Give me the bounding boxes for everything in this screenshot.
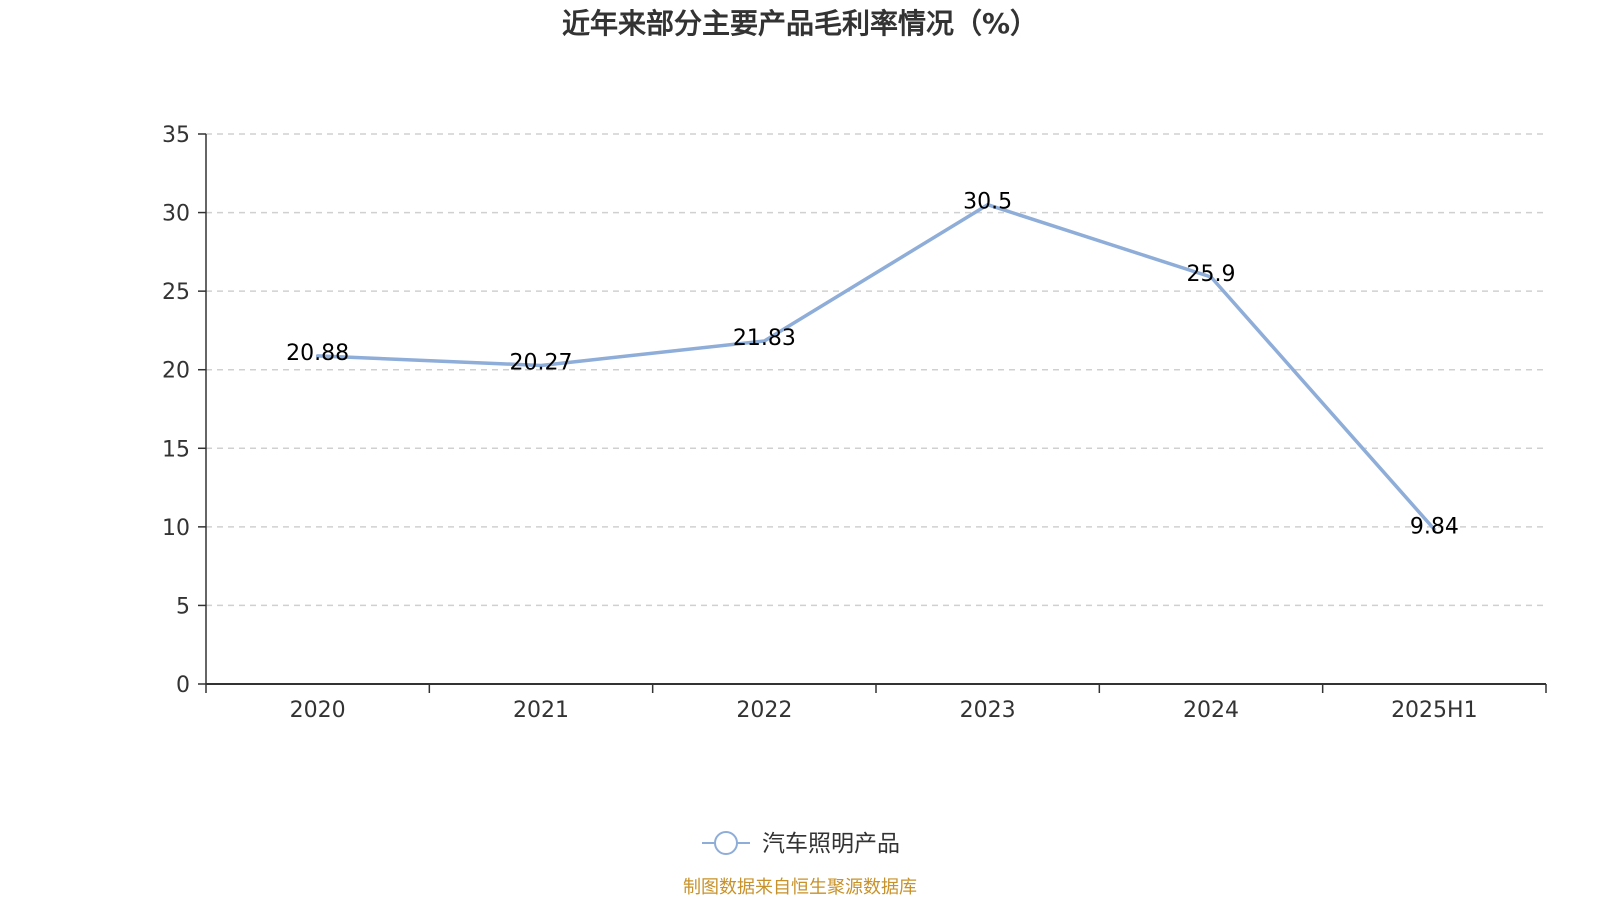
y-tick-label: 5	[176, 594, 190, 619]
y-tick-label: 25	[162, 280, 190, 305]
x-tick-label: 2023	[960, 698, 1016, 723]
data-label: 30.5	[963, 190, 1012, 215]
y-tick-label: 15	[162, 437, 190, 462]
x-tick-label: 2020	[290, 698, 346, 723]
data-label: 25.9	[1187, 262, 1236, 287]
series-line	[318, 205, 1435, 530]
data-label: 9.84	[1410, 514, 1459, 539]
data-label: 20.27	[510, 350, 573, 375]
x-tick-label: 2024	[1183, 698, 1239, 723]
chart-title: 近年来部分主要产品毛利率情况（%）	[562, 7, 1038, 40]
x-tick-label: 2022	[736, 698, 792, 723]
data-label: 20.88	[286, 341, 349, 366]
series-lines	[318, 205, 1435, 530]
data-label: 21.83	[733, 326, 796, 351]
y-tick-label: 35	[162, 123, 190, 148]
x-tick-label: 2021	[513, 698, 569, 723]
y-tick-label: 0	[176, 673, 190, 698]
grid-lines	[206, 134, 1546, 605]
y-tick-label: 30	[162, 202, 190, 227]
x-tick-label: 2025H1	[1391, 698, 1478, 723]
legend-marker-icon	[715, 832, 737, 854]
source-note: 制图数据来自恒生聚源数据库	[683, 877, 917, 898]
y-tick-label: 10	[162, 516, 190, 541]
legend-label[interactable]: 汽车照明产品	[762, 831, 900, 857]
legend[interactable]: 汽车照明产品	[702, 831, 900, 857]
y-tick-label: 20	[162, 359, 190, 384]
data-labels: 20.88 20.27 21.83 30.5 25.9 9.84	[286, 190, 1459, 540]
